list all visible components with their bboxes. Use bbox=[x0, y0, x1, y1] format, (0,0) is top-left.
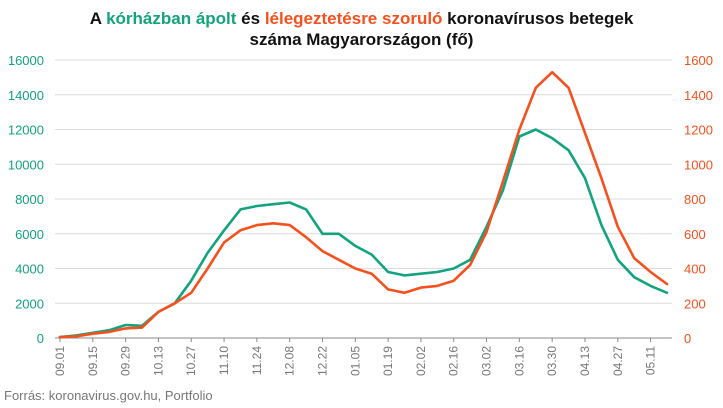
x-tick-label: 11.10 bbox=[217, 346, 231, 375]
x-tick-label: 12.08 bbox=[283, 346, 297, 376]
x-tick-label: 01.19 bbox=[381, 346, 395, 376]
right-tick-label: 800 bbox=[684, 192, 706, 207]
x-tick-label: 09.01 bbox=[53, 346, 67, 376]
right-tick-label: 1600 bbox=[684, 53, 713, 68]
left-tick-label: 6000 bbox=[15, 227, 44, 242]
left-tick-label: 16000 bbox=[8, 53, 44, 68]
x-tick-label: 09.29 bbox=[119, 346, 133, 376]
left-tick-label: 2000 bbox=[15, 296, 44, 311]
left-tick-label: 4000 bbox=[15, 262, 44, 277]
x-tick-label: 03.30 bbox=[545, 346, 559, 376]
chart-title: A kórházban ápolt és lélegeztetésre szor… bbox=[0, 8, 723, 50]
right-axis-ticks: 0 200 400 600 800 1000 1200 1400 1600 bbox=[684, 53, 713, 346]
left-tick-label: 10000 bbox=[8, 157, 44, 172]
gridlines bbox=[55, 59, 672, 339]
source-note: Forrás: koronavirus.gov.hu, Portfolio bbox=[4, 388, 213, 403]
title-text-2: és bbox=[236, 9, 265, 28]
chart-title-line2: száma Magyarországon (fő) bbox=[249, 30, 474, 49]
right-tick-label: 1000 bbox=[684, 157, 713, 172]
right-tick-label: 1200 bbox=[684, 123, 713, 138]
left-tick-label: 12000 bbox=[8, 123, 44, 138]
left-tick-label: 14000 bbox=[8, 88, 44, 103]
x-tick-label: 10.27 bbox=[184, 346, 198, 376]
x-tick-label: 03.02 bbox=[480, 346, 494, 376]
x-tick-label: 04.13 bbox=[578, 346, 592, 376]
left-tick-label: 0 bbox=[37, 331, 44, 346]
left-axis-ticks: 0 2000 4000 6000 8000 10000 12000 14000 16000 bbox=[8, 53, 44, 346]
x-axis-ticks: 09.01 09.15 09.29 10.13 10.27 11.10 11.24 12.08… bbox=[53, 338, 658, 376]
right-tick-label: 0 bbox=[684, 331, 691, 346]
x-tick-label: 02.02 bbox=[414, 346, 428, 376]
left-tick-label: 8000 bbox=[15, 192, 44, 207]
title-ventilated: lélegeztetésre szoruló bbox=[264, 9, 443, 28]
series-lines bbox=[58, 70, 669, 339]
right-tick-label: 1400 bbox=[684, 88, 713, 103]
x-tick-label: 02.16 bbox=[447, 346, 461, 376]
ventilated-series-line bbox=[58, 70, 669, 339]
x-tick-label: 12.22 bbox=[315, 346, 329, 376]
x-tick-label: 09.15 bbox=[86, 346, 100, 376]
chart-title-line1: A kórházban ápolt és lélegeztetésre szor… bbox=[0, 8, 723, 29]
title-text-3: koronavírusos betegek bbox=[442, 9, 634, 28]
right-tick-label: 400 bbox=[684, 262, 706, 277]
x-tick-label: 04.27 bbox=[611, 346, 625, 376]
x-tick-label: 03.16 bbox=[512, 346, 526, 376]
x-tick-label: 10.13 bbox=[151, 346, 165, 376]
x-tick-label: 01.05 bbox=[348, 346, 362, 376]
title-text-1: A bbox=[89, 9, 107, 28]
right-tick-label: 200 bbox=[684, 296, 706, 311]
right-tick-label: 600 bbox=[684, 227, 706, 242]
x-tick-label: 05.11 bbox=[644, 346, 658, 375]
x-tick-label: 11.24 bbox=[250, 346, 264, 375]
title-hospitalized: kórházban ápolt bbox=[106, 9, 237, 28]
